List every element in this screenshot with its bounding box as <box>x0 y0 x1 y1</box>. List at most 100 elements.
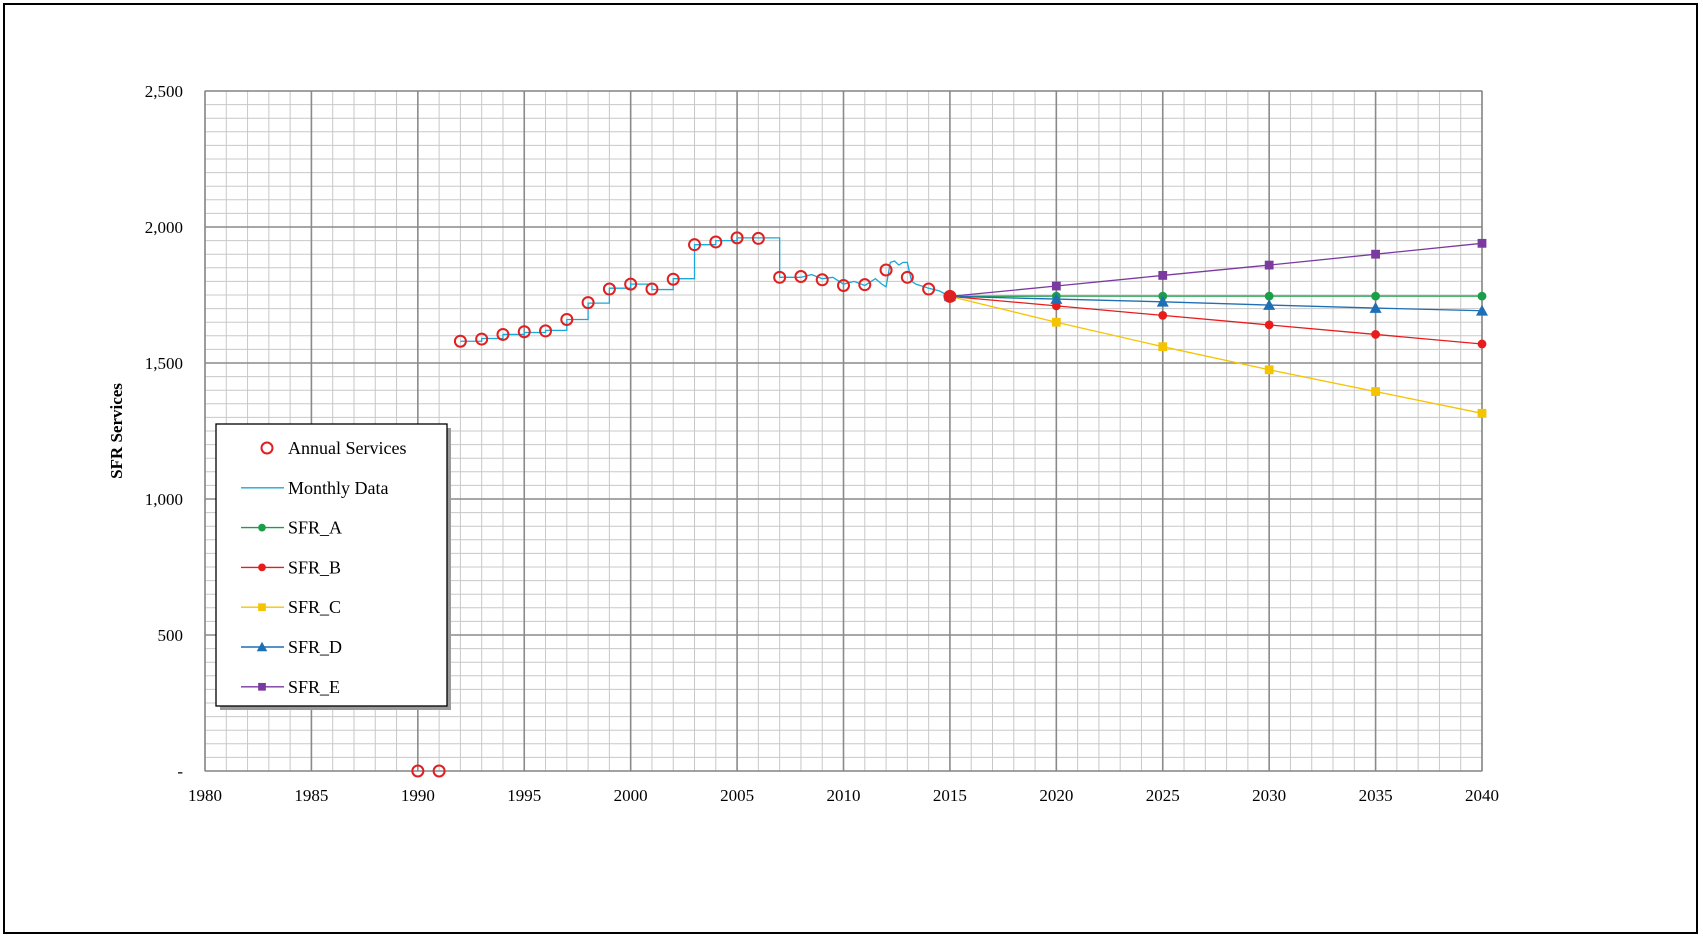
legend-marker <box>258 603 266 612</box>
data-point <box>1476 304 1488 316</box>
annual-point <box>709 235 723 249</box>
annual-point <box>879 263 893 277</box>
legend-label: Annual Services <box>288 438 406 458</box>
legend-item: SFR_C <box>241 597 341 617</box>
annual-point <box>666 272 680 286</box>
series-SFR_B <box>945 291 1487 349</box>
annual-point <box>794 270 808 284</box>
x-tick-label: 2025 <box>1146 786 1180 805</box>
annual-point <box>688 238 702 252</box>
legend-label: SFR_B <box>288 557 341 577</box>
legend-label: SFR_D <box>288 637 342 657</box>
legend-item: SFR_B <box>241 557 341 577</box>
annual-point <box>496 327 510 341</box>
data-point <box>1371 387 1380 396</box>
data-point <box>1371 330 1380 339</box>
annual-point <box>539 324 553 338</box>
data-point <box>1264 320 1274 330</box>
data-point <box>1371 291 1380 301</box>
annual-point <box>751 231 765 245</box>
legend: Annual Services Monthly Data SFR_A SFR_B SFR… <box>215 423 451 710</box>
data-point <box>1050 293 1063 304</box>
annual-point <box>411 764 425 778</box>
legend-marker <box>258 523 266 532</box>
monthly-data-line <box>460 237 951 342</box>
data-point <box>1369 302 1382 313</box>
annual-point <box>943 289 957 303</box>
y-tick-label: 2,500 <box>145 82 183 101</box>
data-point <box>1156 295 1169 307</box>
data-point <box>1158 342 1168 352</box>
data-point <box>1371 249 1380 259</box>
legend-label: SFR_A <box>288 518 342 538</box>
x-tick-label: 2040 <box>1465 786 1499 805</box>
x-tick-label: 2030 <box>1252 786 1286 805</box>
data-point <box>1477 291 1487 301</box>
legend-item: SFR_D <box>241 637 342 657</box>
x-tick-label: 2005 <box>720 786 754 805</box>
series-line <box>949 295 1483 312</box>
legend-marker <box>260 441 274 455</box>
series-line <box>949 295 1483 345</box>
x-tick-label: 1995 <box>507 786 541 805</box>
data-point <box>1158 271 1168 280</box>
legend-label: SFR_C <box>288 597 341 617</box>
legend-box <box>215 423 448 707</box>
legend-marker <box>258 682 266 691</box>
x-tick-label: 2000 <box>614 786 648 805</box>
annual-point <box>602 282 616 296</box>
series-SFR_E <box>945 238 1487 301</box>
plot-area-border <box>204 90 1483 772</box>
legend-marker <box>258 563 266 572</box>
legend-label: SFR_E <box>288 677 340 697</box>
data-point <box>1264 260 1274 270</box>
x-tick-label: 2015 <box>933 786 967 805</box>
annual-point <box>560 312 574 326</box>
x-tick-label: 2035 <box>1359 786 1393 805</box>
data-point <box>1477 408 1487 418</box>
annual-point <box>837 278 850 292</box>
data-point <box>1158 311 1168 320</box>
x-tick-label: 1980 <box>188 786 222 805</box>
y-tick-label: 1,000 <box>145 490 183 509</box>
series-annual-services <box>411 231 957 778</box>
legend-item: Annual Services <box>260 438 406 458</box>
annual-point <box>645 282 659 296</box>
annual-point <box>624 277 638 291</box>
series-layer <box>411 231 1488 778</box>
legend-item: Monthly Data <box>241 478 389 498</box>
annual-point <box>922 282 936 296</box>
x-tick-label: 1990 <box>401 786 435 805</box>
annual-point <box>773 270 787 284</box>
y-tick-label: 1,500 <box>145 354 183 373</box>
annual-point <box>815 273 829 287</box>
series-SFR_C <box>945 291 1487 418</box>
y-tick-label: - <box>177 762 183 781</box>
x-tick-label: 2010 <box>827 786 861 805</box>
data-point <box>1264 291 1274 301</box>
annual-point <box>581 296 595 310</box>
annual-point <box>858 278 872 292</box>
annual-point <box>517 325 531 339</box>
legend-marker <box>256 641 268 652</box>
x-axis-tick-labels: 1980 1985 1990 1995 2000 2005 2010 2015 2020 2025… <box>188 786 1499 805</box>
series-line <box>949 242 1483 298</box>
y-tick-label: 2,000 <box>145 218 183 237</box>
series-SFR_D <box>943 290 1488 316</box>
y-axis-tick-labels: - 500 1,000 1,500 2,000 2,500 <box>145 82 184 781</box>
data-point <box>1477 238 1487 248</box>
legend-label: Monthly Data <box>288 478 389 498</box>
annual-point <box>900 270 914 284</box>
annual-point <box>453 334 467 348</box>
data-point <box>1263 299 1276 310</box>
x-tick-label: 1985 <box>294 786 328 805</box>
x-tick-label: 2020 <box>1039 786 1073 805</box>
y-axis-title: SFR Services <box>107 383 126 479</box>
annual-point <box>475 332 489 346</box>
y-tick-label: 500 <box>158 626 184 645</box>
series-line <box>949 295 1483 414</box>
legend-item: SFR_A <box>241 518 342 538</box>
annual-point <box>432 764 446 778</box>
series-SFR_A <box>945 291 1487 301</box>
